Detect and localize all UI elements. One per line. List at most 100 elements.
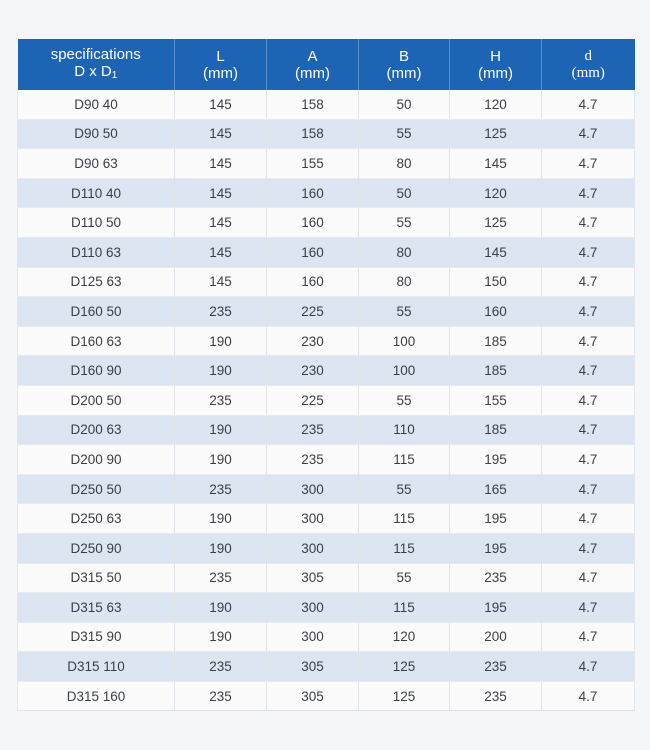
cell-h: 185 [449, 415, 542, 446]
cell-specification: D200 63 [17, 415, 175, 446]
cell-a: 230 [266, 355, 359, 386]
cell-b: 115 [358, 503, 450, 534]
cell-l: 235 [174, 474, 267, 505]
cell-h: 150 [449, 267, 542, 298]
cell-a: 300 [266, 503, 359, 534]
header-h: H (mm) [449, 39, 542, 90]
cell-h: 235 [449, 563, 542, 594]
cell-h: 185 [449, 355, 542, 386]
cell-l: 190 [174, 503, 267, 534]
cell-specification: D315 50 [17, 563, 175, 594]
cell-d: 4.7 [541, 385, 635, 416]
table-row: D90 63 145 155 80 145 4.7 [17, 148, 635, 179]
cell-a: 300 [266, 622, 359, 653]
cell-specification: D110 50 [17, 207, 175, 238]
table-row: D160 90 190 230 100 185 4.7 [17, 355, 635, 386]
cell-d: 4.7 [541, 178, 635, 209]
table-row: D315 50 235 305 55 235 4.7 [17, 563, 635, 594]
cell-l: 145 [174, 207, 267, 238]
cell-b: 80 [358, 267, 450, 298]
cell-a: 300 [266, 533, 359, 564]
cell-b: 100 [358, 326, 450, 357]
header-unit-subscript: 1 [111, 69, 118, 81]
cell-d: 4.7 [541, 622, 635, 653]
cell-specification: D90 40 [17, 90, 175, 120]
table-header: specifications D x D1 L (mm) A (mm) B (m… [17, 39, 635, 90]
cell-h: 155 [449, 385, 542, 416]
header-unit-text: D x D [74, 62, 112, 80]
cell-b: 115 [358, 444, 450, 475]
cell-d: 4.7 [541, 681, 635, 712]
cell-a: 158 [266, 90, 359, 120]
header-d: d (mm) [541, 39, 635, 90]
header-label: H [490, 47, 501, 65]
header-row: specifications D x D1 L (mm) A (mm) B (m… [17, 39, 635, 90]
table-row: D90 40 145 158 50 120 4.7 [17, 90, 635, 120]
cell-l: 235 [174, 681, 267, 712]
cell-d: 4.7 [541, 326, 635, 357]
cell-b: 55 [358, 563, 450, 594]
cell-h: 195 [449, 444, 542, 475]
header-label: B [398, 47, 409, 65]
cell-b: 80 [358, 148, 450, 179]
cell-b: 55 [358, 474, 450, 505]
cell-b: 120 [358, 622, 450, 653]
table-row: D250 50 235 300 55 165 4.7 [17, 474, 635, 505]
cell-b: 55 [358, 296, 450, 327]
cell-l: 235 [174, 563, 267, 594]
cell-a: 305 [266, 651, 359, 682]
header-label: specifications [50, 45, 141, 63]
cell-d: 4.7 [541, 207, 635, 238]
cell-d: 4.7 [541, 355, 635, 386]
cell-b: 110 [358, 415, 450, 446]
cell-specification: D315 63 [17, 592, 175, 623]
cell-specification: D200 50 [17, 385, 175, 416]
cell-d: 4.7 [541, 444, 635, 475]
cell-d: 4.7 [541, 592, 635, 623]
cell-b: 125 [358, 651, 450, 682]
cell-d: 4.7 [541, 533, 635, 564]
table-row: D160 50 235 225 55 160 4.7 [17, 296, 635, 327]
table-row: D200 90 190 235 115 195 4.7 [17, 444, 635, 475]
table-row: D315 90 190 300 120 200 4.7 [17, 622, 635, 653]
cell-specification: D250 50 [17, 474, 175, 505]
cell-h: 120 [449, 178, 542, 209]
cell-h: 195 [449, 592, 542, 623]
cell-h: 120 [449, 90, 542, 120]
cell-l: 145 [174, 237, 267, 268]
cell-l: 235 [174, 651, 267, 682]
cell-specification: D160 50 [17, 296, 175, 327]
cell-specification: D90 50 [17, 119, 175, 150]
header-unit: (mm) [386, 64, 422, 82]
cell-specification: D90 63 [17, 148, 175, 179]
cell-d: 4.7 [541, 119, 635, 150]
header-unit: (mm) [571, 64, 605, 81]
cell-l: 145 [174, 267, 267, 298]
table-row: D315 63 190 300 115 195 4.7 [17, 592, 635, 623]
table-row: D125 63 145 160 80 150 4.7 [17, 267, 635, 298]
cell-d: 4.7 [541, 148, 635, 179]
cell-h: 160 [449, 296, 542, 327]
cell-l: 190 [174, 444, 267, 475]
cell-a: 225 [266, 296, 359, 327]
cell-specification: D250 63 [17, 503, 175, 534]
cell-specification: D110 63 [17, 237, 175, 268]
cell-specification: D160 63 [17, 326, 175, 357]
cell-specification: D315 110 [17, 651, 175, 682]
cell-h: 195 [449, 533, 542, 564]
cell-h: 235 [449, 651, 542, 682]
header-a: A (mm) [266, 39, 359, 90]
cell-h: 145 [449, 237, 542, 268]
cell-d: 4.7 [541, 90, 635, 120]
table-row: D315 160 235 305 125 235 4.7 [17, 681, 635, 712]
header-unit: (mm) [478, 64, 513, 82]
cell-l: 235 [174, 296, 267, 327]
cell-a: 160 [266, 267, 359, 298]
cell-a: 235 [266, 444, 359, 475]
specifications-table: specifications D x D1 L (mm) A (mm) B (m… [17, 39, 635, 712]
cell-l: 145 [174, 148, 267, 179]
table-row: D110 63 145 160 80 145 4.7 [17, 237, 635, 268]
cell-h: 165 [449, 474, 542, 505]
header-label: A [307, 47, 318, 65]
